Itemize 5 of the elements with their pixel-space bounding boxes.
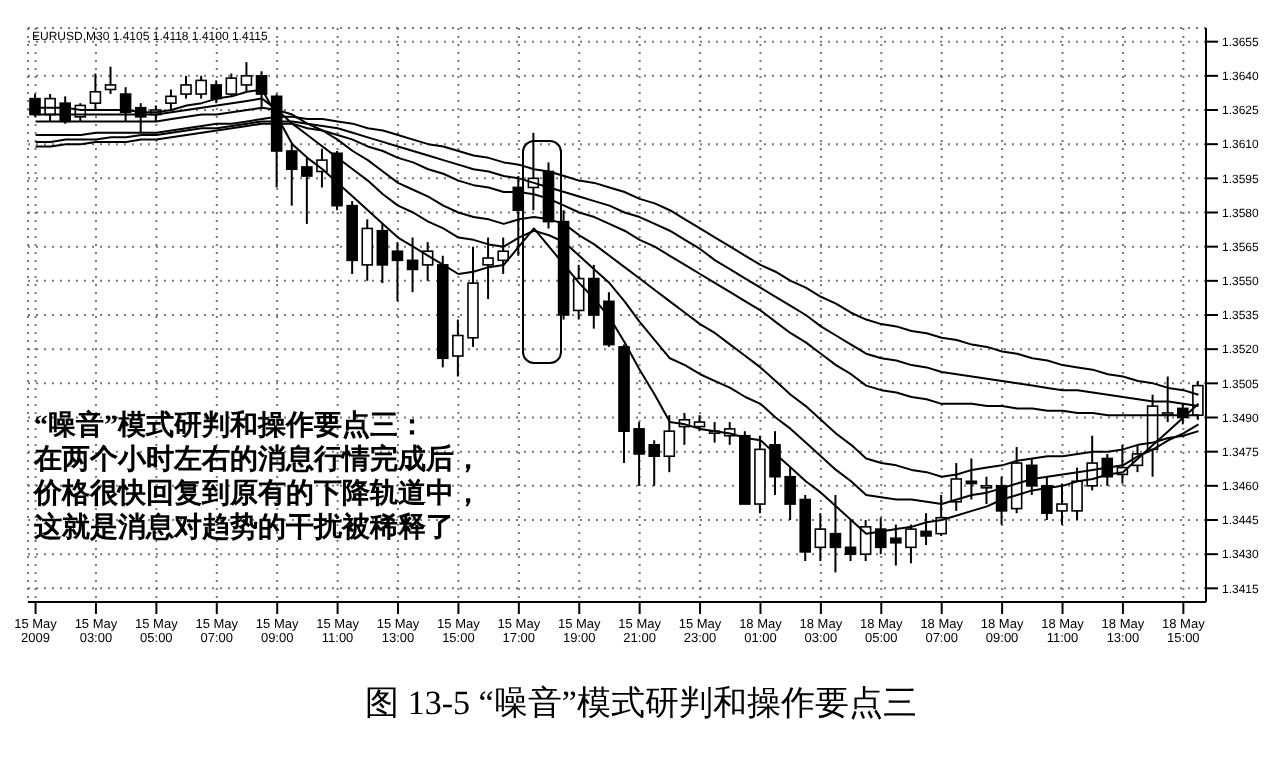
annotation: “噪音”模式研判和操作要点三： (34, 410, 428, 443)
annotation: 价格很快回复到原有的下降轨道中， (34, 478, 482, 511)
text: 图 13-5 “噪音”模式研判和操作要点三 (363, 682, 919, 726)
annotation: 这就是消息对趋势的干扰被稀释了 (34, 512, 456, 546)
annotation: 在两个小时左右的消息行情完成后， (34, 444, 482, 478)
